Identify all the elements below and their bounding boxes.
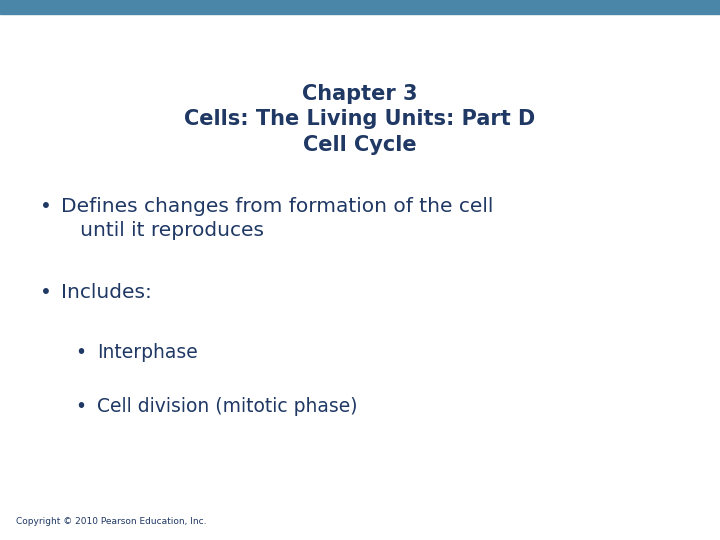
Text: •: • [76, 343, 86, 362]
Text: •: • [40, 197, 51, 216]
Text: •: • [40, 284, 51, 302]
Text: Includes:: Includes: [61, 284, 152, 302]
Text: Copyright © 2010 Pearson Education, Inc.: Copyright © 2010 Pearson Education, Inc. [16, 517, 207, 526]
Text: Defines changes from formation of the cell
   until it reproduces: Defines changes from formation of the ce… [61, 197, 494, 240]
Text: Cell division (mitotic phase): Cell division (mitotic phase) [97, 397, 358, 416]
Text: Interphase: Interphase [97, 343, 198, 362]
Text: •: • [76, 397, 86, 416]
Bar [0, 0, 720, 14]
Text: Chapter 3
Cells: The Living Units: Part D
Cell Cycle: Chapter 3 Cells: The Living Units: Part … [184, 84, 536, 155]
